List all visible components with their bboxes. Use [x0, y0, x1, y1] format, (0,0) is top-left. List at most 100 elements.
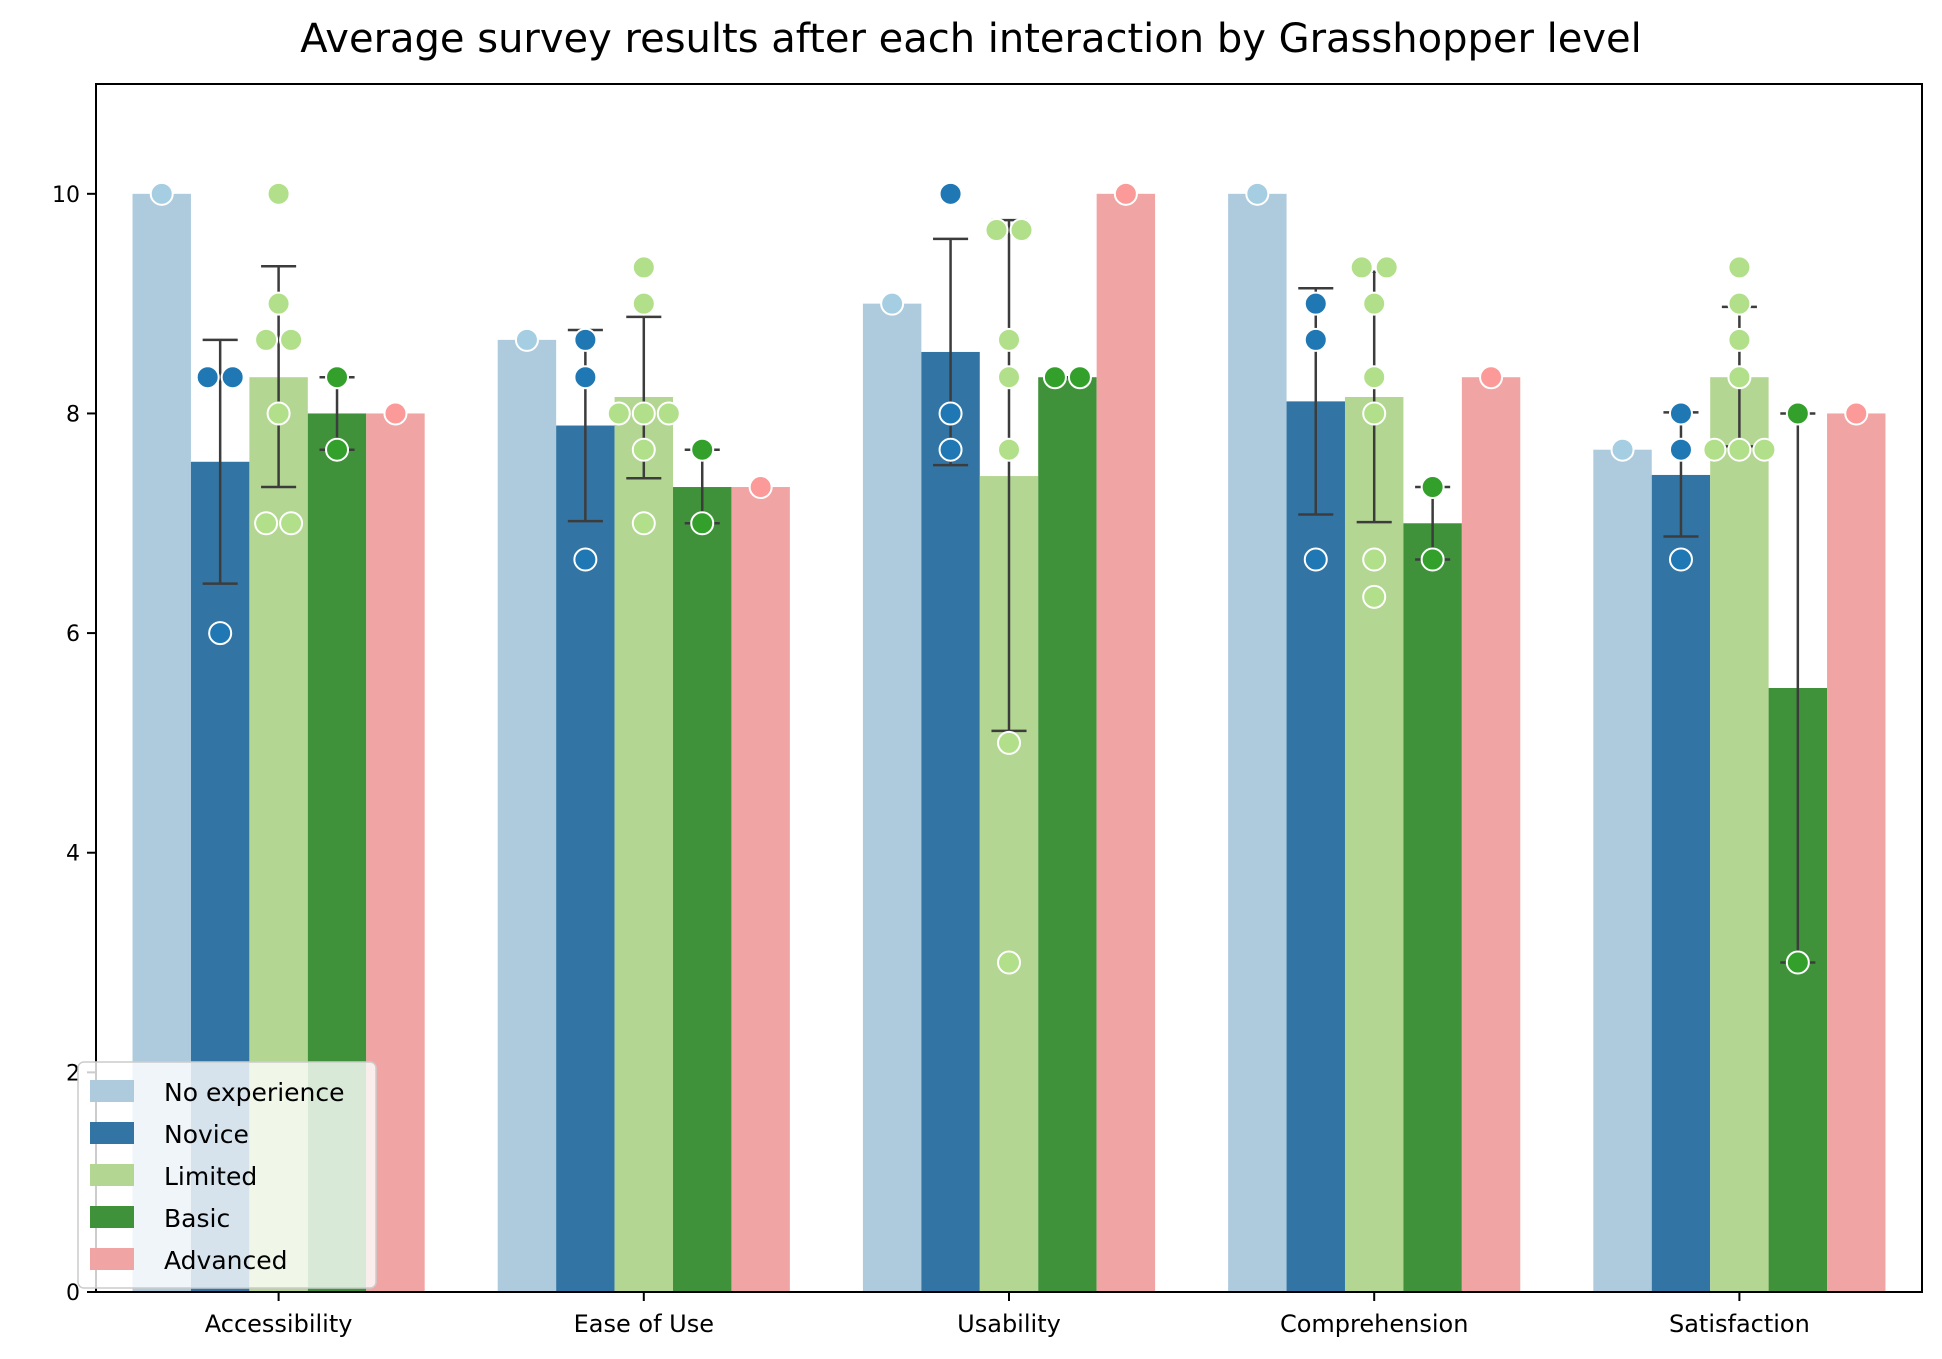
- point-limited: [266, 181, 291, 206]
- legend-swatch: [90, 1164, 134, 1186]
- point-novice: [938, 437, 963, 462]
- point-limited: [1727, 291, 1752, 316]
- point-limited: [997, 365, 1021, 390]
- axes-layer: 0 2 4 6 8 10 Accessibility Ease of Use Usability…: [52, 83, 1923, 1338]
- point-advanced: [748, 475, 773, 500]
- y-tick-label: 6: [66, 622, 80, 647]
- bar-novice-satisfaction: [1651, 474, 1711, 1292]
- chart-title: Average survey results after each intera…: [300, 16, 1641, 62]
- point-novice: [938, 181, 963, 206]
- bar-advanced-comprehension: [1461, 377, 1521, 1292]
- legend-box: [77, 1061, 377, 1289]
- point-limited: [997, 327, 1021, 352]
- point-no-experience: [149, 181, 174, 206]
- point-basic: [690, 511, 715, 536]
- point-limited: [631, 511, 656, 536]
- legend-swatch: [90, 1248, 134, 1270]
- point-limited: [1727, 255, 1752, 280]
- point-limited: [1362, 291, 1387, 316]
- point-no-experience: [1245, 181, 1270, 206]
- legend-label: Advanced: [164, 1246, 288, 1275]
- legend-item-basic: Basic: [90, 1204, 230, 1233]
- point-basic: [325, 437, 350, 462]
- point-basic: [1785, 950, 1810, 975]
- point-limited: [997, 730, 1021, 755]
- point-limited: [1009, 218, 1034, 243]
- x-tick-label: Accessibility: [205, 1310, 353, 1338]
- point-basic: [1420, 475, 1445, 500]
- point-limited: [656, 401, 681, 426]
- point-basic: [1420, 547, 1445, 572]
- bar-basic-usability: [1038, 377, 1097, 1292]
- point-novice: [1303, 547, 1328, 572]
- point-basic: [1042, 365, 1067, 390]
- bar-novice-comprehension: [1286, 401, 1345, 1293]
- point-novice: [573, 547, 598, 572]
- point-advanced: [1113, 181, 1138, 206]
- point-limited: [1752, 437, 1777, 462]
- bar-basic-comprehension: [1403, 523, 1462, 1292]
- point-basic: [690, 437, 715, 462]
- legend-label: No experience: [164, 1078, 345, 1107]
- point-limited: [1727, 365, 1752, 390]
- point-limited: [606, 401, 631, 426]
- point-limited: [631, 401, 656, 426]
- bar-limited-satisfaction: [1710, 377, 1769, 1292]
- bar-limited-ease-of-use: [614, 396, 674, 1292]
- point-limited: [1727, 327, 1752, 352]
- bars-layer: [132, 193, 1886, 1293]
- points-layer: [149, 181, 1869, 975]
- bar-limited-comprehension: [1344, 396, 1404, 1292]
- legend-item-limited: Limited: [90, 1162, 257, 1191]
- bar-no-experience-ease-of-use: [497, 339, 557, 1293]
- point-limited: [631, 437, 656, 462]
- point-limited: [631, 291, 656, 316]
- point-limited: [1374, 255, 1399, 280]
- point-limited: [997, 950, 1021, 975]
- x-tick-label: Ease of Use: [574, 1310, 714, 1338]
- point-limited: [1362, 547, 1387, 572]
- y-tick-label: 4: [66, 842, 80, 867]
- point-limited: [266, 291, 291, 316]
- legend-swatch: [90, 1122, 134, 1144]
- point-limited: [279, 511, 304, 536]
- bar-no-experience-usability: [862, 303, 922, 1292]
- legend-label: Limited: [164, 1162, 257, 1191]
- point-novice: [220, 365, 245, 390]
- point-limited: [1727, 437, 1752, 462]
- legend-label: Basic: [164, 1204, 230, 1233]
- point-limited: [1362, 401, 1387, 426]
- y-tick-label: 0: [66, 1281, 80, 1306]
- point-limited: [266, 401, 291, 426]
- bar-novice-usability: [921, 351, 980, 1292]
- y-tick-label: 8: [66, 402, 80, 427]
- bar-no-experience-satisfaction: [1593, 449, 1652, 1292]
- point-no-experience: [1610, 437, 1635, 462]
- point-novice: [1303, 291, 1328, 316]
- errorbar-novice-3: [1298, 287, 1334, 516]
- bar-basic-ease-of-use: [673, 487, 732, 1292]
- x-tick-label: Satisfaction: [1669, 1310, 1810, 1338]
- point-basic: [1067, 365, 1092, 390]
- bar-advanced-ease-of-use: [731, 487, 790, 1292]
- point-limited: [1362, 584, 1387, 609]
- x-tick-label: Comprehension: [1280, 1310, 1468, 1338]
- point-limited: [254, 511, 279, 536]
- point-no-experience: [880, 291, 905, 316]
- legend-swatch: [90, 1080, 134, 1102]
- legend-item-no-experience: No experience: [90, 1078, 345, 1107]
- point-novice: [573, 327, 598, 352]
- point-basic: [325, 365, 350, 390]
- y-tick-label: 10: [52, 183, 80, 208]
- errorbar-novice-2: [933, 237, 969, 467]
- bar-no-experience-comprehension: [1228, 193, 1287, 1293]
- point-novice: [573, 365, 598, 390]
- legend: No experience Novice Limited Basic Advanced: [77, 1061, 377, 1289]
- point-novice: [1668, 437, 1693, 462]
- point-no-experience: [514, 327, 539, 352]
- point-limited: [1349, 255, 1374, 280]
- point-limited: [631, 255, 656, 280]
- bar-advanced-usability: [1096, 193, 1156, 1293]
- errorbar-novice-0: [202, 338, 238, 585]
